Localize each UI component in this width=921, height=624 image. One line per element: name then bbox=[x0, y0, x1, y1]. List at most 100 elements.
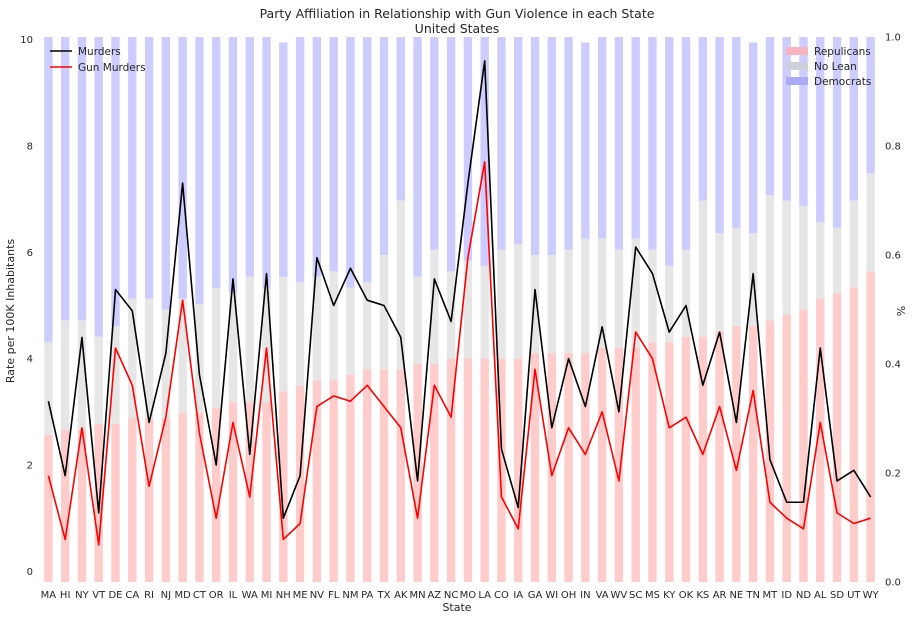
bar-democrats-oh bbox=[564, 37, 573, 250]
bar-no-lean-hi bbox=[60, 320, 70, 430]
x-tick-label: ND bbox=[796, 590, 811, 601]
y-tick-label: 10 bbox=[20, 35, 33, 46]
x-tick-label: FL bbox=[328, 590, 340, 601]
bar-democrats-la bbox=[480, 37, 489, 266]
bar-repulicans-md bbox=[178, 413, 187, 582]
x-tick-label: AR bbox=[713, 590, 727, 601]
x-tick-label: NY bbox=[75, 590, 89, 601]
x-tick-label: WY bbox=[863, 590, 880, 601]
x-tick-label: NV bbox=[310, 590, 324, 601]
bar-democrats-ca bbox=[128, 37, 137, 299]
bar-no-lean-co bbox=[497, 249, 506, 359]
bar-no-lean-ca bbox=[128, 298, 137, 419]
y2-tick-label: 1.0 bbox=[885, 33, 901, 44]
x-tick-label: IN bbox=[580, 590, 590, 601]
bar-no-lean-va bbox=[597, 238, 607, 348]
y2-axis-label: % bbox=[895, 306, 908, 316]
bars-layer bbox=[44, 37, 875, 582]
bar-no-lean-sc bbox=[631, 238, 640, 348]
x-tick-label: ID bbox=[781, 590, 792, 601]
bar-repulicans-sc bbox=[631, 347, 640, 582]
bar-repulicans-me bbox=[295, 385, 305, 582]
bar-democrats-mi bbox=[262, 37, 271, 288]
x-tick-label: VA bbox=[596, 590, 609, 601]
x-tick-label: VT bbox=[92, 590, 106, 601]
bar-democrats-id bbox=[782, 37, 791, 201]
bar-no-lean-pa bbox=[363, 282, 372, 370]
bar-democrats-mt bbox=[765, 37, 775, 196]
bar-repulicans-fl bbox=[329, 380, 338, 582]
y-tick-label: 4 bbox=[27, 354, 33, 365]
bar-democrats-vt bbox=[94, 37, 103, 337]
legend-right: Repulicans No Lean Democrats bbox=[786, 46, 871, 88]
bar-democrats-ny bbox=[77, 37, 87, 321]
bar-no-lean-vt bbox=[94, 336, 103, 424]
bar-no-lean-de bbox=[111, 325, 120, 424]
x-tick-label: NH bbox=[276, 590, 291, 601]
x-tick-label: WI bbox=[545, 590, 558, 601]
x-tick-label: OR bbox=[209, 590, 224, 601]
bar-repulicans-wv bbox=[614, 347, 624, 582]
bar-repulicans-tx bbox=[379, 369, 389, 582]
bar-democrats-nh bbox=[279, 42, 288, 277]
bar-repulicans-ut bbox=[849, 287, 859, 582]
line-murders bbox=[47, 60, 872, 520]
bar-democrats-ms bbox=[648, 37, 657, 250]
bar-democrats-ct bbox=[195, 37, 204, 305]
x-tick-label: TN bbox=[745, 590, 760, 601]
bar-repulicans-nh bbox=[279, 391, 288, 582]
bar-repulicans-ma bbox=[44, 434, 53, 582]
bar-repulicans-de bbox=[111, 423, 120, 582]
x-tick-label: PA bbox=[361, 590, 373, 601]
bar-no-lean-ok bbox=[681, 249, 691, 337]
bar-repulicans-ms bbox=[648, 342, 657, 582]
bar-repulicans-nm bbox=[346, 374, 355, 582]
bar-repulicans-nv bbox=[312, 380, 322, 582]
bar-democrats-wv bbox=[614, 37, 624, 250]
bar-no-lean-oh bbox=[564, 249, 573, 354]
bar-no-lean-ky bbox=[665, 265, 674, 343]
y2-tick-label: 0.4 bbox=[885, 360, 901, 371]
bar-no-lean-mo bbox=[463, 260, 473, 359]
bar-no-lean-mi bbox=[262, 287, 271, 403]
legend-label: Murders bbox=[78, 46, 121, 58]
bar-democrats-hi bbox=[60, 37, 70, 321]
bar-repulicans-va bbox=[597, 347, 607, 582]
bar-repulicans-or bbox=[212, 407, 221, 582]
bar-repulicans-ca bbox=[128, 418, 137, 582]
y-tick-label: 2 bbox=[27, 461, 33, 472]
legend-label: No Lean bbox=[814, 61, 857, 73]
x-tick-label: LA bbox=[478, 590, 491, 601]
bar-democrats-nm bbox=[346, 37, 355, 288]
x-tick-label: SD bbox=[830, 590, 844, 601]
x-tick-label: WA bbox=[242, 590, 258, 601]
bar-democrats-nv bbox=[312, 37, 322, 277]
bar-democrats-md bbox=[178, 37, 187, 299]
bar-democrats-sd bbox=[832, 37, 842, 228]
bar-no-lean-mn bbox=[413, 276, 422, 364]
bar-democrats-sc bbox=[631, 37, 640, 239]
bar-repulicans-ia bbox=[514, 358, 523, 582]
bar-democrats-ga bbox=[530, 37, 540, 255]
bar-repulicans-sd bbox=[832, 293, 842, 582]
bar-democrats-wi bbox=[547, 37, 556, 255]
x-tick-label: IA bbox=[513, 590, 523, 601]
bar-no-lean-md bbox=[178, 298, 187, 414]
bar-no-lean-ut bbox=[849, 200, 859, 288]
bar-democrats-az bbox=[430, 37, 439, 250]
x-tick-label: OH bbox=[561, 590, 576, 601]
bar-repulicans-pa bbox=[363, 369, 372, 582]
bar-no-lean-al bbox=[816, 222, 825, 299]
x-tick-label: RI bbox=[144, 590, 154, 601]
x-tick-label: CT bbox=[193, 590, 207, 601]
bar-repulicans-wi bbox=[547, 353, 556, 582]
x-tick-label: NM bbox=[342, 590, 358, 601]
legend-label: Repulicans bbox=[814, 46, 871, 58]
bar-democrats-fl bbox=[329, 37, 338, 272]
bar-repulicans-al bbox=[816, 298, 825, 582]
bar-repulicans-ks bbox=[698, 336, 708, 582]
bar-repulicans-ok bbox=[681, 336, 691, 582]
x-tick-label: CO bbox=[494, 590, 509, 601]
bar-democrats-nc bbox=[446, 37, 456, 272]
